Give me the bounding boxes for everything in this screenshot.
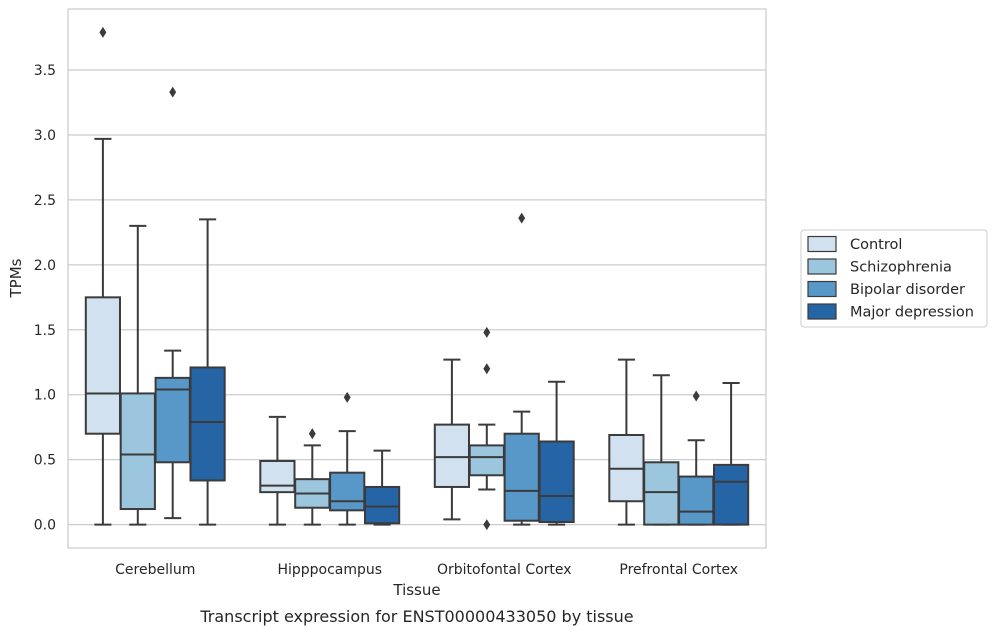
plot-area-frame [67, 8, 767, 549]
legend: Control Schizophrenia Bipolar disorder Majo… [800, 229, 988, 328]
legend-items: Control Schizophrenia Bipolar disorder Majo… [807, 235, 974, 321]
y-tick-label: 1.0 [34, 388, 56, 404]
x-tick-label: Cerebellum [115, 562, 195, 578]
box-group [154, 86, 191, 520]
box-group [189, 218, 226, 526]
box-group [259, 415, 296, 526]
box [119, 392, 156, 511]
series-major-depression [189, 218, 750, 526]
x-tick-label: Prefrontal Cortex [619, 562, 738, 578]
outlier-point [343, 391, 351, 403]
legend-label: Schizophrenia [850, 260, 952, 276]
x-tick-label: Orbitofontal Cortex [437, 562, 572, 578]
box [678, 475, 715, 526]
legend-swatch [807, 258, 837, 275]
legend-label: Major depression [850, 305, 974, 321]
outlier-point [169, 86, 177, 98]
legend-swatch [807, 303, 837, 320]
legend-frame [800, 229, 988, 328]
y-tick-label: 3.5 [34, 63, 56, 79]
legend-label: Bipolar disorder [850, 282, 965, 298]
box-group [678, 390, 715, 526]
box [329, 471, 366, 512]
box-group [712, 382, 750, 526]
box [363, 485, 401, 525]
outlier-point [518, 212, 526, 224]
box-group [294, 428, 331, 526]
box-group [329, 391, 366, 526]
box [712, 463, 750, 526]
chart-caption: Transcript expression for ENST0000043305… [199, 607, 633, 626]
series-schizophrenia [119, 224, 680, 531]
y-tick-label: 3.0 [34, 128, 56, 144]
box-group [468, 326, 505, 531]
outlier-point [483, 363, 491, 375]
box-group [119, 224, 156, 526]
box [189, 366, 226, 482]
x-tick-label: Hipppocampus [277, 562, 382, 578]
box-group [363, 449, 401, 526]
box-group [608, 358, 645, 526]
y-tick-label: 0.5 [34, 453, 56, 469]
y-tick-label: 0.0 [34, 518, 56, 534]
y-tick-label: 2.0 [34, 258, 56, 274]
box-group [643, 374, 680, 526]
box [643, 461, 680, 526]
box [154, 376, 191, 464]
outlier-point [99, 26, 107, 38]
box-group [538, 380, 575, 526]
series-control [84, 26, 645, 526]
box [503, 432, 540, 522]
box [538, 440, 575, 524]
outlier-point [483, 326, 491, 338]
y-axis-ticks: 0.0 0.5 1.0 1.5 2.0 2.5 3.0 3.5 [34, 63, 56, 534]
legend-swatch [807, 235, 837, 253]
y-tick-label: 2.5 [34, 193, 56, 209]
outlier-point [308, 428, 316, 440]
outlier-point [692, 390, 700, 402]
legend-swatch [807, 280, 837, 298]
y-tick-label: 1.5 [34, 323, 56, 339]
box [468, 444, 505, 477]
box [84, 296, 122, 435]
x-axis-label: Tissue [392, 581, 440, 599]
box-series [84, 26, 750, 531]
box-group [503, 212, 540, 526]
box-group [433, 358, 471, 521]
legend-label: Control [850, 237, 902, 253]
box [259, 459, 296, 494]
outlier-point [483, 519, 491, 531]
x-axis-ticks: Cerebellum Hipppocampus Orbitofontal Corte… [115, 562, 738, 578]
series-bipolar-disorder [154, 86, 715, 526]
y-axis-label: TPMs [7, 258, 25, 298]
box-group [84, 26, 122, 526]
box [433, 423, 471, 488]
